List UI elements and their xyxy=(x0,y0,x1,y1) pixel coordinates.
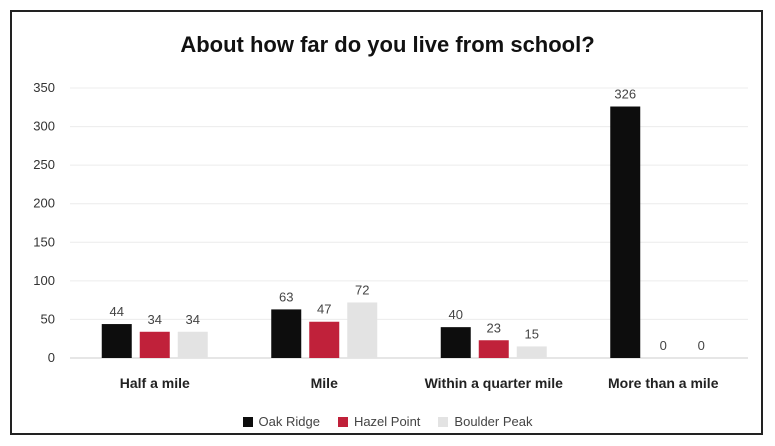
bar xyxy=(309,321,340,358)
category-label: Half a mile xyxy=(120,375,190,391)
legend-item-boulder-peak: Boulder Peak xyxy=(438,414,532,429)
bar xyxy=(478,340,509,358)
bar xyxy=(347,302,378,358)
category-label: Mile xyxy=(311,375,338,391)
data-label: 63 xyxy=(279,289,293,304)
legend-item-oak-ridge: Oak Ridge xyxy=(242,414,320,429)
y-tick-label: 50 xyxy=(41,311,55,326)
data-label: 44 xyxy=(110,304,124,319)
y-tick-label: 250 xyxy=(33,157,55,172)
legend-item-hazel-point: Hazel Point xyxy=(337,414,421,429)
bar xyxy=(610,106,641,358)
category-label: More than a mile xyxy=(608,375,719,391)
y-tick-label: 0 xyxy=(48,350,55,365)
legend-swatch-oak-ridge xyxy=(242,416,253,427)
chart-legend: Oak Ridge Hazel Point Boulder Peak xyxy=(0,414,775,429)
y-tick-label: 150 xyxy=(33,234,55,249)
bar xyxy=(271,309,302,358)
bar xyxy=(177,331,208,358)
y-tick-label: 300 xyxy=(33,119,55,134)
data-label: 15 xyxy=(525,326,539,341)
bar xyxy=(440,327,471,358)
data-label: 40 xyxy=(449,307,463,322)
y-tick-label: 200 xyxy=(33,196,55,211)
bar xyxy=(101,324,132,358)
data-label: 34 xyxy=(148,312,162,327)
bar xyxy=(516,346,547,358)
legend-swatch-boulder-peak xyxy=(438,416,449,427)
category-label: Within a quarter mile xyxy=(425,375,564,391)
data-label: 47 xyxy=(317,302,331,317)
data-label: 0 xyxy=(698,338,705,353)
y-tick-label: 350 xyxy=(33,80,55,95)
bar xyxy=(139,331,170,358)
data-label: 0 xyxy=(660,338,667,353)
chart-title: About how far do you live from school? xyxy=(180,32,595,57)
legend-label-boulder-peak: Boulder Peak xyxy=(454,414,533,429)
legend-label-hazel-point: Hazel Point xyxy=(353,414,421,429)
data-label: 23 xyxy=(487,320,501,335)
legend-label-oak-ridge: Oak Ridge xyxy=(258,414,320,429)
legend-swatch-hazel-point xyxy=(337,416,348,427)
data-label: 34 xyxy=(186,312,200,327)
y-tick-label: 100 xyxy=(33,273,55,288)
data-label: 72 xyxy=(355,282,369,297)
data-label: 326 xyxy=(614,87,636,102)
